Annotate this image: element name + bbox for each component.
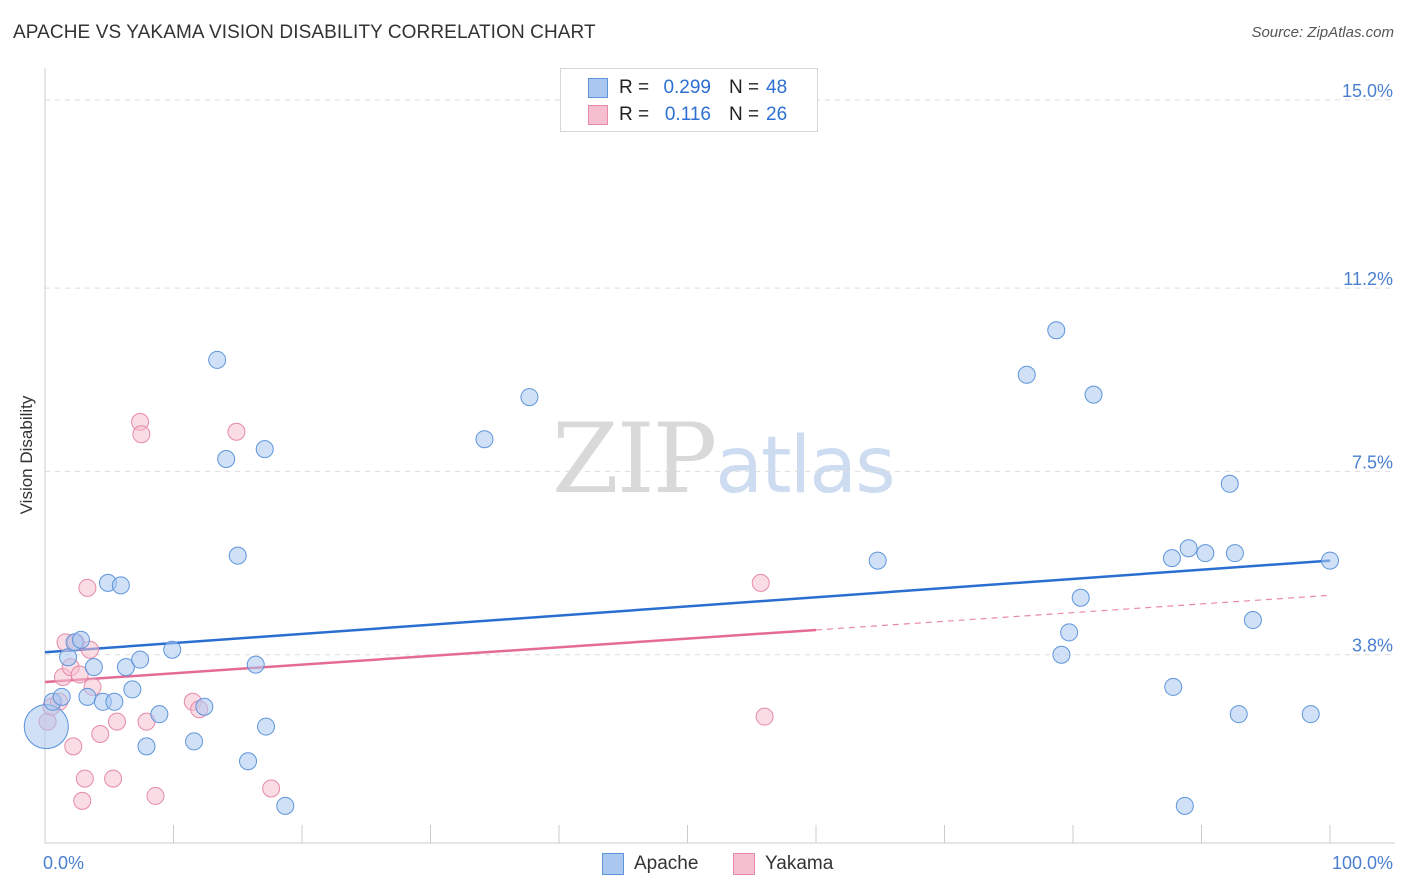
apache-point xyxy=(257,717,276,736)
yakama-point xyxy=(75,769,94,788)
apache-point xyxy=(59,648,78,667)
tick-label-layer: 3.8% 7.5% 11.2% 15.0% 0.0% 100.0% xyxy=(43,81,1393,873)
apache-point xyxy=(1301,705,1320,724)
r-label: R = xyxy=(619,104,650,125)
apache-point xyxy=(276,796,295,815)
yakama-swatch xyxy=(588,105,608,125)
apache-point xyxy=(1162,549,1181,568)
apache-point xyxy=(185,732,204,751)
correlation-legend: R = 0.299 N = 48 R = 0.116 N = 26 xyxy=(560,68,818,132)
apache-point xyxy=(1220,474,1239,493)
apache-trend-line xyxy=(44,559,1331,654)
apache-point xyxy=(1179,539,1198,558)
r-value: 0.299 xyxy=(663,77,711,98)
apache-point xyxy=(116,658,135,677)
apache-point xyxy=(228,546,247,565)
yakama-trend-extension xyxy=(815,594,1331,631)
n-value: 26 xyxy=(766,104,788,125)
apache-point xyxy=(1071,588,1090,607)
apache-point xyxy=(1084,385,1103,404)
yakama-point xyxy=(227,422,246,441)
n-label: N = xyxy=(729,77,760,98)
source-label: Source: ZipAtlas.com xyxy=(1251,24,1394,41)
yakama-point xyxy=(107,712,126,731)
apache-point xyxy=(1017,365,1036,384)
x-tick-label: 0.0% xyxy=(43,853,84,873)
yakama-point xyxy=(78,578,97,597)
apache-point xyxy=(1060,623,1079,642)
apache-point xyxy=(78,687,97,706)
apache-point xyxy=(868,551,887,570)
axis-layer xyxy=(44,68,1395,844)
apache-point xyxy=(208,350,227,369)
n-value: 48 xyxy=(766,77,788,98)
yakama-point xyxy=(262,779,281,798)
apache-point xyxy=(71,630,90,649)
apache-point xyxy=(217,450,236,469)
yakama-point xyxy=(751,573,770,592)
yakama-point xyxy=(146,786,165,805)
legend-row-apache: R = 0.299 N = 48 xyxy=(561,73,817,101)
yakama-point xyxy=(104,769,123,788)
apache-point xyxy=(475,430,494,449)
apache-point xyxy=(131,650,150,669)
yakama-point xyxy=(132,425,151,444)
x-tick-label: 100.0% xyxy=(1332,853,1393,873)
apache-point xyxy=(239,752,258,771)
apache-point xyxy=(1175,796,1194,815)
y-tick-label: 15.0% xyxy=(1342,81,1393,101)
apache-point xyxy=(1321,551,1339,570)
legend-label-yakama: Yakama xyxy=(765,853,834,874)
apache-point xyxy=(520,388,539,407)
y-tick-label: 11.2% xyxy=(1343,269,1393,289)
apache-point xyxy=(123,680,142,699)
apache-swatch xyxy=(588,78,608,98)
y-tick-label: 7.5% xyxy=(1352,452,1393,472)
n-label: N = xyxy=(729,104,760,125)
yakama-point xyxy=(70,665,89,684)
apache-point xyxy=(111,576,130,595)
yakama-point xyxy=(755,707,774,726)
chart-title: APACHE VS YAKAMA VISION DISABILITY CORRE… xyxy=(13,22,596,43)
apache-point xyxy=(195,697,214,716)
apache-point xyxy=(255,440,274,459)
apache-point xyxy=(105,692,124,711)
apache-point xyxy=(1047,321,1066,340)
apache-point xyxy=(1243,611,1262,630)
trend-layer xyxy=(44,559,1331,684)
apache-point xyxy=(1225,544,1244,563)
legend-row-yakama: R = 0.116 N = 26 xyxy=(561,100,817,128)
apache-point xyxy=(246,655,265,674)
yakama-point xyxy=(73,791,92,810)
apache-point xyxy=(1052,645,1071,664)
series-legend: Apache Yakama xyxy=(0,852,1406,878)
apache-point xyxy=(150,705,169,724)
apache-swatch xyxy=(602,853,624,875)
points-layer xyxy=(23,321,1339,815)
yakama-trend-line xyxy=(44,628,817,684)
apache-point xyxy=(1229,705,1248,724)
apache-point xyxy=(1196,544,1215,563)
yakama-point xyxy=(64,737,83,756)
r-value: 0.116 xyxy=(664,104,711,125)
yakama-swatch xyxy=(733,853,755,875)
apache-point xyxy=(137,737,156,756)
y-tick-label: 3.8% xyxy=(1352,636,1393,656)
legend-label-apache: Apache xyxy=(634,853,699,874)
apache-point xyxy=(163,640,182,659)
apache-point xyxy=(52,687,71,706)
apache-point xyxy=(1164,677,1183,696)
r-label: R = xyxy=(619,77,650,98)
apache-point xyxy=(84,658,103,677)
yakama-point xyxy=(91,725,110,743)
apache-point xyxy=(23,704,69,750)
